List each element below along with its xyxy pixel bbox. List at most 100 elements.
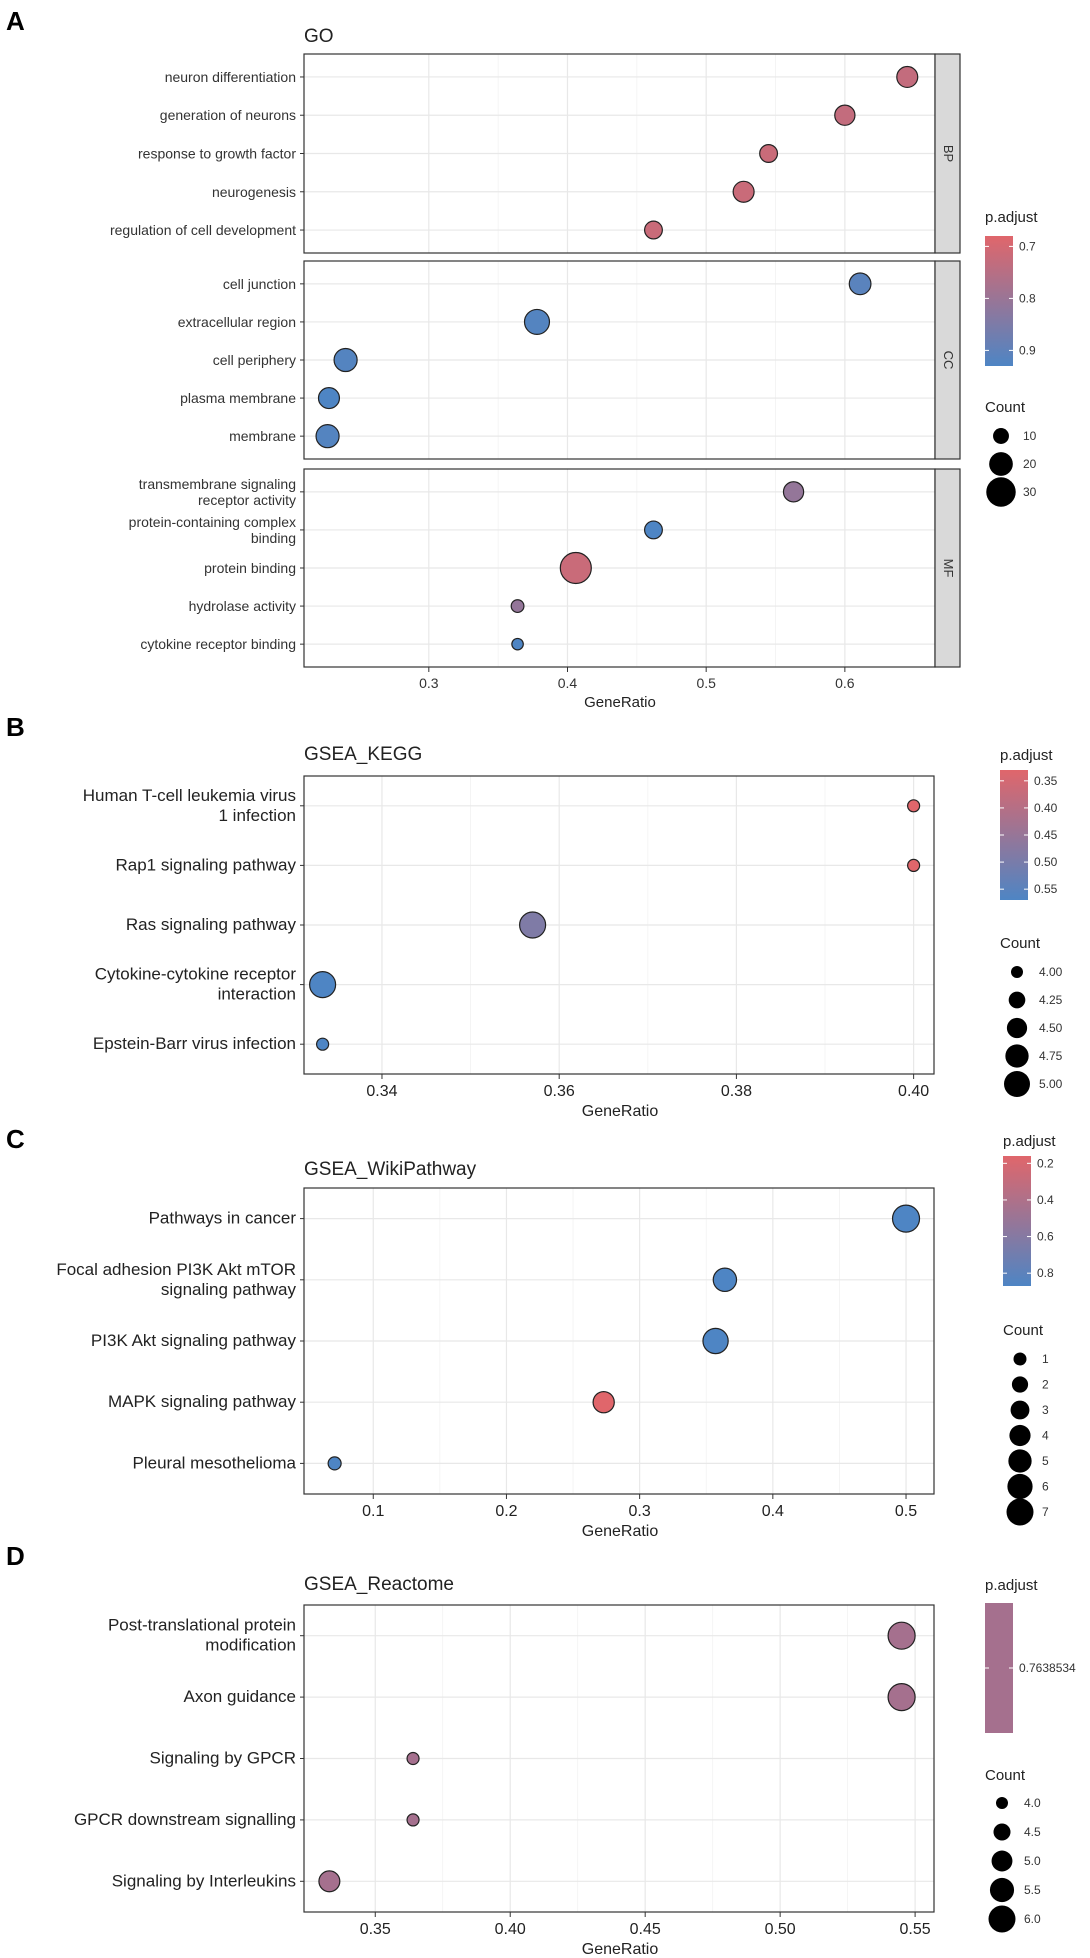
size-legend-dot [1008,1449,1032,1473]
x-tick-label: 0.1 [362,1503,384,1520]
size-legend-label: 5.5 [1024,1883,1041,1897]
size-legend-dot [1013,1352,1027,1366]
panel-d-gsea-reactome: D GSEA_Reactome Post-translational protein… [6,1541,1076,1958]
size-legend-label: 10 [1023,429,1037,443]
y-tick-label: Epstein-Barr virus infection [93,1034,296,1053]
data-point [327,1456,342,1471]
size-legend-dot [986,477,1016,507]
color-legend-bar [1003,1156,1031,1286]
data-point [406,1751,420,1766]
data-point [782,481,805,503]
y-tick-label: Signaling by Interleukins [112,1871,296,1890]
y-tick-label: neurogenesis [212,184,296,200]
color-legend-title: p.adjust [985,209,1038,226]
panel-c-gsea-wikipathway: C GSEA_WikiPathway Pathways in cancer Focal… [6,1124,1056,1540]
color-legend-bar [985,1603,1013,1733]
y-tick-label: cytokine receptor binding [140,636,296,652]
color-legend-label: 0.35 [1034,774,1058,788]
x-tick-label: 0.2 [495,1503,517,1520]
y-tick-label: Human T-cell leukemia virus 1 infection [83,786,296,825]
color-legend-label: 0.40 [1034,801,1058,815]
facet-strip-label: BP [941,145,956,162]
x-tick-label: 0.40 [495,1921,526,1938]
data-point [510,599,525,614]
y-tick-label: Rap1 signaling pathway [115,855,296,874]
size-legend-dot [989,452,1013,476]
x-tick-label: 0.4 [558,675,578,691]
data-point [896,65,919,89]
facet-strip-label: MF [941,559,956,578]
y-tick-label: extracellular region [178,314,296,330]
facet-cc: CC cell junction extracellular region cell … [178,260,961,460]
y-tick-label: PI3K Akt signaling pathway [91,1331,297,1350]
color-legend-bar [1000,770,1028,900]
y-tick-label: generation of neurons [160,107,296,123]
size-legend-dot [1005,1044,1029,1068]
x-tick-label: 0.5 [895,1503,917,1520]
panel-letter: B [6,712,25,742]
data-point [318,1870,341,1893]
size-legend-label: 7 [1042,1505,1049,1519]
facet-mf: MF transmembrane signaling receptor activi… [129,468,961,668]
chart-title: GSEA_WikiPathway [304,1159,477,1180]
size-legend-label: 4.75 [1039,1049,1063,1063]
size-legend-title: Count [985,1767,1026,1784]
size-legend-label: 20 [1023,457,1037,471]
y-tick-label: cell junction [223,276,296,292]
size-legend-label: 5.0 [1024,1854,1041,1868]
chart-title: GSEA_KEGG [304,744,422,765]
y-tick-label: Ras signaling pathway [126,915,297,934]
y-tick-label: Axon guidance [184,1687,296,1706]
data-point [592,1391,615,1414]
y-tick-label: protein-containing complex binding [129,514,296,546]
y-tick-label: plasma membrane [180,390,296,406]
data-point [559,551,592,585]
data-point [315,424,340,449]
facet-bp: BP neuron differentiation generation of ne… [110,53,961,254]
color-legend-title: p.adjust [985,1577,1038,1594]
x-tick-label: 0.36 [544,1083,575,1100]
data-point [759,144,779,163]
data-point [732,180,755,203]
y-tick-label: protein binding [204,560,296,576]
size-legend-label: 6.0 [1024,1912,1041,1926]
x-tick-label: 0.40 [898,1083,929,1100]
size-legend-label: 4.25 [1039,993,1063,1007]
y-tick-label: transmembrane signaling receptor activity [139,476,296,508]
x-tick-label: 0.38 [721,1083,752,1100]
data-point [309,970,337,999]
x-tick-label: 0.55 [900,1921,931,1938]
size-legend-title: Count [985,399,1026,416]
x-axis-title: GeneRatio [582,1523,659,1540]
y-tick-label: Signaling by GPCR [150,1749,296,1768]
facet-strip [934,53,961,254]
size-legend-label: 4.0 [1024,1796,1041,1810]
x-tick-label: 0.4 [762,1503,784,1520]
data-point [317,387,341,410]
size-legend-label: 4.5 [1024,1825,1041,1839]
data-point [643,520,663,540]
size-legend-dot [993,428,1009,444]
size-legend-dot [1011,966,1023,978]
size-legend-label: 4 [1042,1429,1049,1443]
x-axis-title: GeneRatio [582,1941,659,1958]
chart-title: GO [304,26,334,47]
color-legend-label: 0.9 [1019,343,1036,357]
y-tick-label: membrane [229,428,296,444]
x-tick-label: 0.6 [835,675,855,691]
data-point [523,308,551,336]
size-legend-label: 5 [1042,1454,1049,1468]
size-legend-dot [988,1905,1016,1933]
size-legend-dot [1010,1400,1030,1420]
size-legend-dot [1006,1017,1028,1039]
data-point [834,104,856,126]
size-legend-label: 6 [1042,1480,1049,1494]
data-point [907,799,921,813]
color-legend-label: 0.7638534 [1019,1661,1076,1675]
data-point [712,1267,738,1293]
y-tick-label: Pleural mesothelioma [133,1453,297,1472]
size-legend-label: 1 [1042,1352,1049,1366]
data-point [887,1682,916,1712]
size-legend-dot [1007,1473,1033,1500]
